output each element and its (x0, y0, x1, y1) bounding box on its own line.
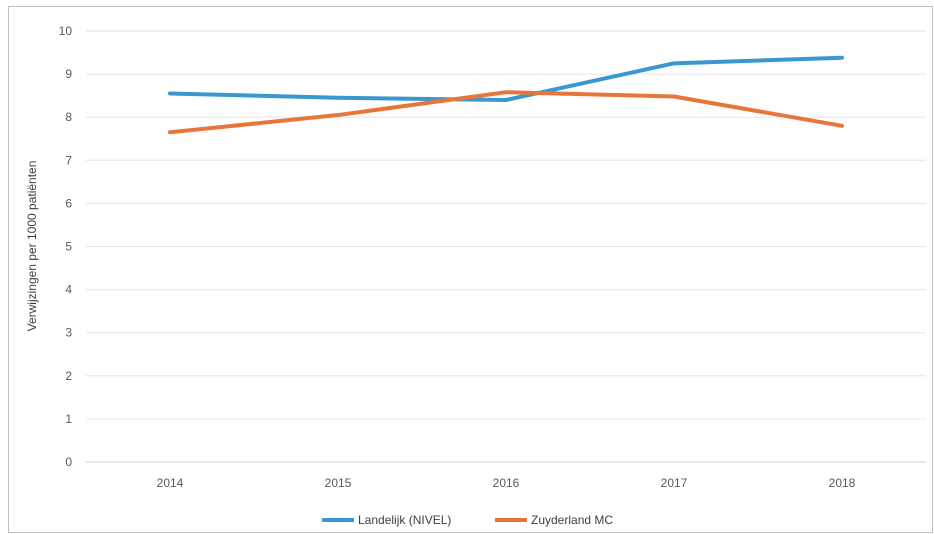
x-tick-label: 2018 (829, 476, 856, 490)
x-tick-label: 2014 (157, 476, 184, 490)
series-lines (168, 55, 844, 135)
legend-label-1: Zuyderland MC (531, 513, 613, 527)
x-tick-label: 2017 (661, 476, 688, 490)
legend-label-0: Landelijk (NIVEL) (358, 513, 451, 527)
y-tick-label: 4 (65, 283, 72, 297)
y-tick-label: 5 (65, 240, 72, 254)
y-tick-label: 3 (65, 326, 72, 340)
gridlines (86, 30, 926, 463)
line-chart: 0 1 2 3 4 5 6 7 8 9 10 2014 2015 2016 2017 2018 Verwij… (25, 24, 926, 527)
x-tick-label: 2015 (325, 476, 352, 490)
y-tick-label: 0 (65, 455, 72, 469)
y-tick-label: 1 (65, 412, 72, 426)
y-tick-label: 7 (65, 153, 72, 167)
y-tick-labels: 0 1 2 3 4 5 6 7 8 9 10 (59, 24, 73, 469)
y-tick-label: 9 (65, 67, 72, 81)
legend: Landelijk (NIVEL) Zuyderland MC (322, 513, 613, 527)
y-tick-label: 2 (65, 369, 72, 383)
chart-frame: 0 1 2 3 4 5 6 7 8 9 10 2014 2015 2016 2017 2018 Verwij… (8, 6, 933, 533)
y-axis-title: Verwijzingen per 1000 patiënten (25, 161, 39, 332)
x-tick-labels: 2014 2015 2016 2017 2018 (157, 476, 856, 490)
y-tick-label: 10 (59, 24, 73, 38)
y-tick-label: 8 (65, 110, 72, 124)
y-tick-label: 6 (65, 196, 72, 210)
x-tick-label: 2016 (493, 476, 520, 490)
